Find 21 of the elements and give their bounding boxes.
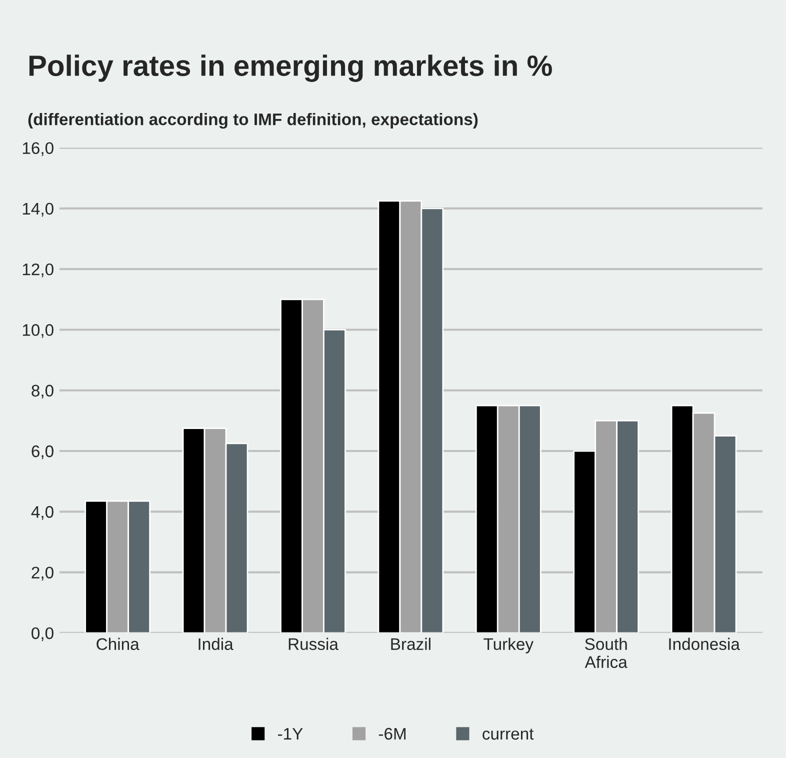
- y-tick-label: 12,0: [22, 263, 54, 278]
- x-tick-label: Brazil: [391, 638, 430, 650]
- y-tick-label: 16,0: [22, 142, 54, 156]
- x-tick-label: India: [198, 638, 234, 650]
- y-tick-label: 14,0: [22, 202, 54, 217]
- legend-label: -6M: [378, 728, 406, 740]
- x-tick-label: Indonesia: [669, 638, 740, 650]
- x-tick-label: South Africa: [584, 638, 628, 668]
- legend-label: -1Y: [278, 728, 303, 740]
- y-tick-label: 10,0: [22, 324, 54, 338]
- y-tick-label: 4,0: [31, 506, 54, 520]
- x-tick-label: China: [96, 638, 140, 650]
- chart-title: Policy rates in emerging markets in %: [29, 54, 552, 82]
- y-tick-label: 0,0: [32, 627, 54, 642]
- legend-label: current: [482, 728, 534, 740]
- y-tick-label: 8,0: [32, 384, 54, 399]
- chart-subtitle: (differentiation according to IMF definition, expectations): [28, 112, 478, 129]
- x-tick-label: Russia: [288, 638, 338, 650]
- y-tick-label: 6,0: [32, 445, 54, 460]
- x-tick-label: Turkey: [484, 638, 534, 654]
- y-tick-label: 2,0: [32, 566, 54, 580]
